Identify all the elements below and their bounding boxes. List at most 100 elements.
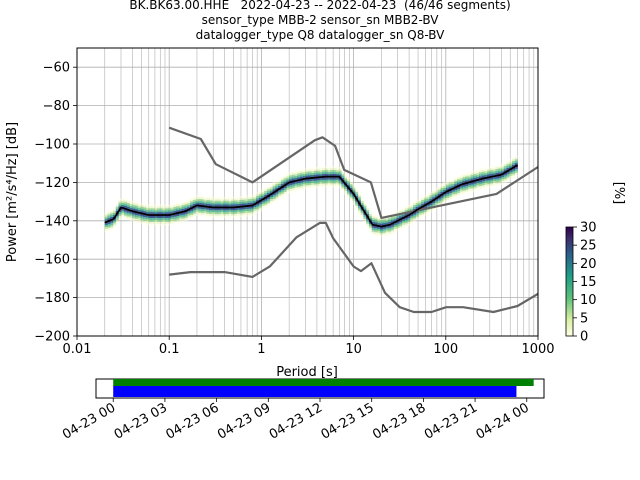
density-cell [239,199,243,202]
density-cell [344,177,348,180]
density-cell [423,200,428,203]
density-cell [440,201,444,204]
density-cell [357,196,361,199]
density-cell [124,209,128,212]
density-cell [393,215,397,218]
density-cell [118,211,122,214]
density-cell [104,211,108,214]
density-cell [357,200,361,203]
density-cell [481,185,485,188]
density-cell [107,225,111,228]
density-cell [509,170,513,173]
density-cell [212,210,216,213]
density-cell [509,162,513,165]
density-cell [355,193,359,196]
density-cell [335,171,339,174]
density-cell [217,212,221,215]
density-cell [426,208,430,211]
density-cell [165,212,169,215]
density-cell [459,189,463,192]
colorbar-tick-label: 15 [580,275,597,290]
density-cell [401,207,406,210]
density-cell [509,173,513,176]
density-cell [302,174,306,177]
density-cell [437,193,441,196]
density-cell [344,173,348,176]
density-cell [357,206,361,209]
density-cell [385,220,389,223]
density-cell [454,184,458,187]
density-cell [330,168,334,170]
density-cell [363,205,367,208]
density-cell [454,194,458,197]
density-cell [445,197,450,200]
density-cell [451,189,455,192]
density-cell [509,158,513,161]
density-cell [457,177,461,180]
density-cell [429,193,433,196]
density-cell [371,233,375,236]
density-cell [170,209,174,212]
density-cell [423,196,428,199]
density-cell [143,215,147,218]
density-cell [330,183,334,186]
density-cell [423,198,428,201]
density-cell [168,206,172,209]
density-cell [484,174,488,177]
density-cell [440,199,444,202]
density-cell [151,208,155,211]
density-cell [239,209,243,212]
density-cell [490,173,494,176]
density-cell [344,175,348,178]
density-cell [412,212,417,215]
density-cell [385,222,389,225]
density-cell [121,208,125,211]
density-cell [371,216,375,219]
density-cell [319,168,323,171]
density-cell [253,195,257,198]
density-cell [327,177,331,180]
x-tick-label: 1000 [521,342,554,357]
density-cell [371,218,375,221]
density-cell [151,212,155,215]
density-cell [283,191,287,194]
density-cell [379,233,384,236]
density-cell [432,208,436,211]
density-cell [330,173,334,176]
density-cell [484,167,488,170]
density-cell [168,221,172,224]
density-cell [451,193,455,196]
density-cell [297,181,301,184]
density-cell [184,213,188,216]
density-cell [192,207,196,210]
density-cell [335,181,339,184]
density-cell [217,202,221,205]
density-cell [468,177,472,180]
density-cell [352,197,356,200]
density-cell [261,190,265,193]
density-cell [206,211,210,214]
density-cell [313,186,317,189]
density-cell [129,217,133,220]
density-cell [146,208,150,211]
density-cell [176,217,180,220]
density-cell [490,171,494,174]
density-cell [104,219,108,222]
density-cell [377,234,381,237]
density-cell [388,231,392,234]
density-cell [206,215,210,218]
density-cell [203,195,207,198]
density-cell [357,208,361,211]
density-cell [404,205,408,208]
density-cell [388,227,392,230]
density-cell [135,216,139,219]
density-cell [272,195,276,198]
density-cell [459,178,463,181]
density-cell [479,183,483,186]
density-cell [374,226,378,229]
density-cell [228,216,232,218]
density-cell [280,182,284,185]
y-tick-label: −180 [34,291,70,306]
density-cell [448,181,452,184]
density-cell [481,179,485,182]
